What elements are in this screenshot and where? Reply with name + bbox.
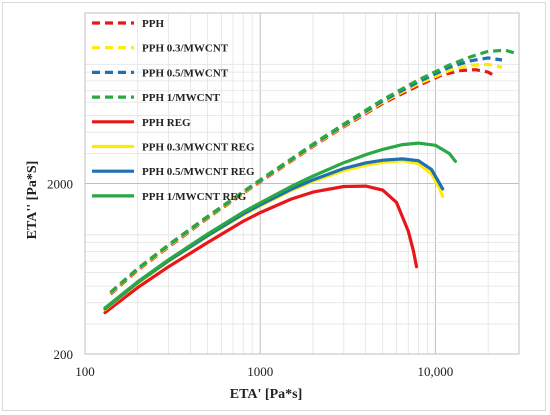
plot-area-border [84, 12, 520, 355]
legend: PPH PPH 0.3/MWCNT PPH 0.5/MWCNT PPH 1/MWCNT… [92, 18, 255, 203]
legend-label: PPH 0.5/MWCNT [142, 67, 229, 79]
legend-label: PPH 0.3/MWCNT REG [142, 142, 255, 154]
x-axis-title: ETA' [Pa*s] [230, 387, 302, 402]
legend-label: PPH REG [142, 117, 191, 129]
x-tick-label: 1000 [247, 364, 273, 379]
y-tick-label: 2000 [47, 177, 73, 192]
legend-label: PPH 0.3/MWCNT [142, 43, 229, 55]
y-axis-title: ETA'' [Pa*S] [25, 161, 40, 240]
legend-label: PPH 1/MWCNT [142, 92, 221, 104]
legend-label: PPH 0.5/MWCNT REG [142, 166, 255, 178]
y-tick-label: 200 [54, 347, 74, 362]
legend-label: PPH [142, 18, 164, 30]
x-tick-label: 100 [75, 364, 95, 379]
series-line-pph-reg [103, 184, 419, 315]
series-line-pph-1-mwcnt-reg [103, 141, 457, 310]
tick-layer: 100 1000 10,000 200 2000 [47, 177, 453, 380]
series-layer [103, 48, 515, 315]
x-tick-label: 10,000 [418, 364, 454, 379]
legend-label: PPH 1/MWCNT REG [142, 191, 247, 203]
